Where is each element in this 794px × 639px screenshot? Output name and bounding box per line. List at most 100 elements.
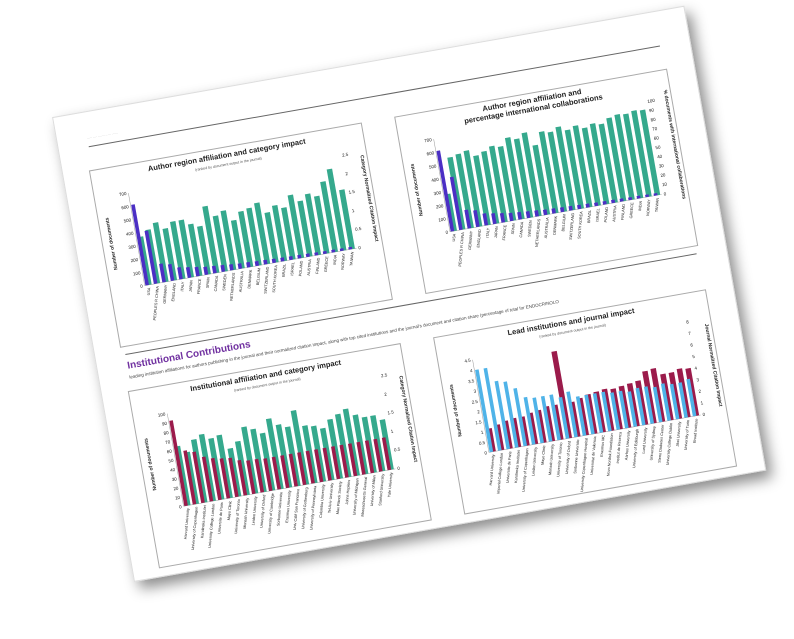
x-tick-label: NORWAY bbox=[646, 199, 651, 216]
x-tick-label: PEOPLES R CHINA bbox=[458, 232, 465, 267]
y-tick-label: 90 bbox=[162, 421, 168, 427]
series1-bar bbox=[297, 254, 302, 259]
y-tick-label: 600 bbox=[426, 150, 435, 156]
series1-bar bbox=[192, 451, 205, 504]
y-tick-label: 200 bbox=[436, 203, 445, 209]
y2-tick-label: 6 bbox=[690, 342, 694, 347]
series2-bar bbox=[642, 370, 657, 424]
y-tick-label: 10 bbox=[175, 495, 181, 501]
x-tick-label: Steno Diabetes Center bbox=[658, 424, 665, 463]
x-tick-label: University of Turin bbox=[684, 420, 691, 451]
series1-bar bbox=[211, 265, 217, 274]
series1-bar bbox=[254, 458, 265, 493]
y-tick-label: 20 bbox=[173, 485, 179, 491]
series1-bar bbox=[566, 391, 578, 438]
y-tick-label: 600 bbox=[121, 204, 130, 210]
series2-bar bbox=[326, 168, 347, 251]
y-axis-line bbox=[472, 359, 490, 453]
x-tick-label: University of Copenhagen bbox=[522, 448, 530, 492]
x-tick-label: Yale University bbox=[387, 472, 393, 497]
y-tick-label: 0 bbox=[484, 450, 488, 455]
x-tick-label: Novo Nordisk Foundation bbox=[606, 433, 614, 476]
x-tick-label: Monash University bbox=[243, 497, 250, 529]
series2-bar bbox=[481, 150, 500, 225]
x-tick-label: FRANCE bbox=[197, 278, 202, 294]
series2-bar bbox=[320, 181, 338, 253]
x-tick-label: FINLAND bbox=[315, 257, 320, 274]
y2-tick-label: 0 bbox=[358, 245, 362, 250]
series1-bar bbox=[131, 204, 149, 286]
series1-bar bbox=[643, 386, 655, 424]
x-tick-label: POLAND bbox=[298, 260, 303, 276]
series2-bar bbox=[521, 132, 542, 217]
y2-tick-label: 10 bbox=[662, 181, 668, 187]
y2-axis-label: Journal Normalized Citation Impact bbox=[703, 323, 724, 407]
y-tick-label: 100 bbox=[438, 216, 447, 222]
x-tick-label: GREECE bbox=[324, 256, 329, 273]
y2-tick-label: 50 bbox=[655, 144, 661, 150]
x-tick-label: FINLAND bbox=[621, 203, 626, 220]
series2-bar bbox=[265, 418, 284, 490]
y-tick-label: 50 bbox=[168, 458, 174, 464]
y-axis-label: Number of documents bbox=[410, 163, 425, 217]
x-tick-label: Johns Hopkins bbox=[345, 480, 351, 505]
y2-tick-label: 2 bbox=[345, 171, 349, 176]
y2-tick-label: 0 bbox=[397, 466, 401, 471]
series1-bar bbox=[288, 256, 293, 261]
y-tick-label: 70 bbox=[165, 439, 171, 445]
x-tick-label: Leiden University bbox=[531, 447, 538, 476]
series1-bar bbox=[280, 257, 285, 262]
x-tick-label: University of Gothenburg bbox=[301, 487, 309, 529]
x-tick-label: University College London bbox=[208, 504, 216, 549]
series1-bar bbox=[159, 263, 166, 283]
series1-bar bbox=[237, 459, 248, 496]
series1-bar bbox=[585, 203, 590, 208]
series1-bar bbox=[254, 260, 260, 267]
series2-bar bbox=[497, 146, 517, 222]
y2-tick-label: 0 bbox=[663, 191, 667, 196]
y-tick-label: 400 bbox=[126, 231, 135, 237]
y2-tick-label: 20 bbox=[660, 172, 666, 178]
x-tick-label: Sorbonne Universite bbox=[573, 439, 580, 474]
x-tick-label: USA bbox=[147, 287, 152, 296]
x-tick-label: AUSTRIA bbox=[612, 205, 617, 222]
x-tick-label: ITALY bbox=[486, 227, 491, 238]
y2-tick-label: 0.5 bbox=[355, 226, 363, 232]
x-tick-label: Leiden University bbox=[251, 496, 258, 525]
x-tick-label: GERMANY bbox=[468, 230, 474, 250]
x-tick-label: SWITZERLAND bbox=[569, 212, 575, 240]
x-tick-label: Max Planck Society bbox=[336, 481, 343, 514]
x-tick-label: Broad Institute bbox=[693, 418, 699, 443]
x-tick-label: ENGLAND bbox=[476, 229, 482, 248]
series2-bar bbox=[220, 210, 237, 271]
series1-bar bbox=[297, 452, 307, 486]
series1-bar bbox=[627, 391, 638, 427]
series1-bar bbox=[305, 253, 310, 258]
series2-bar bbox=[504, 137, 525, 220]
series1-bar bbox=[494, 380, 511, 450]
y-axis-label: Number of documents bbox=[104, 217, 119, 271]
series1-bar bbox=[491, 212, 497, 225]
x-tick-label: SPAIN bbox=[511, 223, 516, 235]
series2-bar bbox=[342, 408, 360, 477]
series1-bar bbox=[577, 204, 582, 210]
y2-tick-label: 80 bbox=[650, 117, 656, 123]
x-tick-label: GERMANY bbox=[163, 284, 169, 304]
series1-bar bbox=[686, 378, 697, 417]
x-tick-label: Erasmus University bbox=[285, 490, 292, 523]
series2-bar bbox=[598, 123, 618, 204]
series2-bar bbox=[572, 125, 593, 208]
series1-bar bbox=[601, 391, 612, 432]
x-tick-label: AUSTRIA bbox=[307, 259, 312, 276]
x-tick-label: BRAZIL bbox=[282, 264, 287, 278]
y2-tick-label: 2.5 bbox=[381, 372, 389, 378]
series1-bar bbox=[618, 390, 629, 429]
x-tick-label: BELGIUM bbox=[561, 214, 566, 231]
series1-bar bbox=[592, 393, 604, 433]
series2-bar bbox=[246, 207, 262, 266]
y2-tick-label: 1 bbox=[390, 429, 394, 434]
x-tick-label: University College Dublin bbox=[666, 423, 674, 466]
x-tick-label: TAIWAN bbox=[655, 197, 660, 212]
chart-institution-category-impact: Institutional affiliation and category i… bbox=[127, 343, 432, 569]
chart-title: Author region affiliation andpercentage … bbox=[462, 83, 603, 125]
